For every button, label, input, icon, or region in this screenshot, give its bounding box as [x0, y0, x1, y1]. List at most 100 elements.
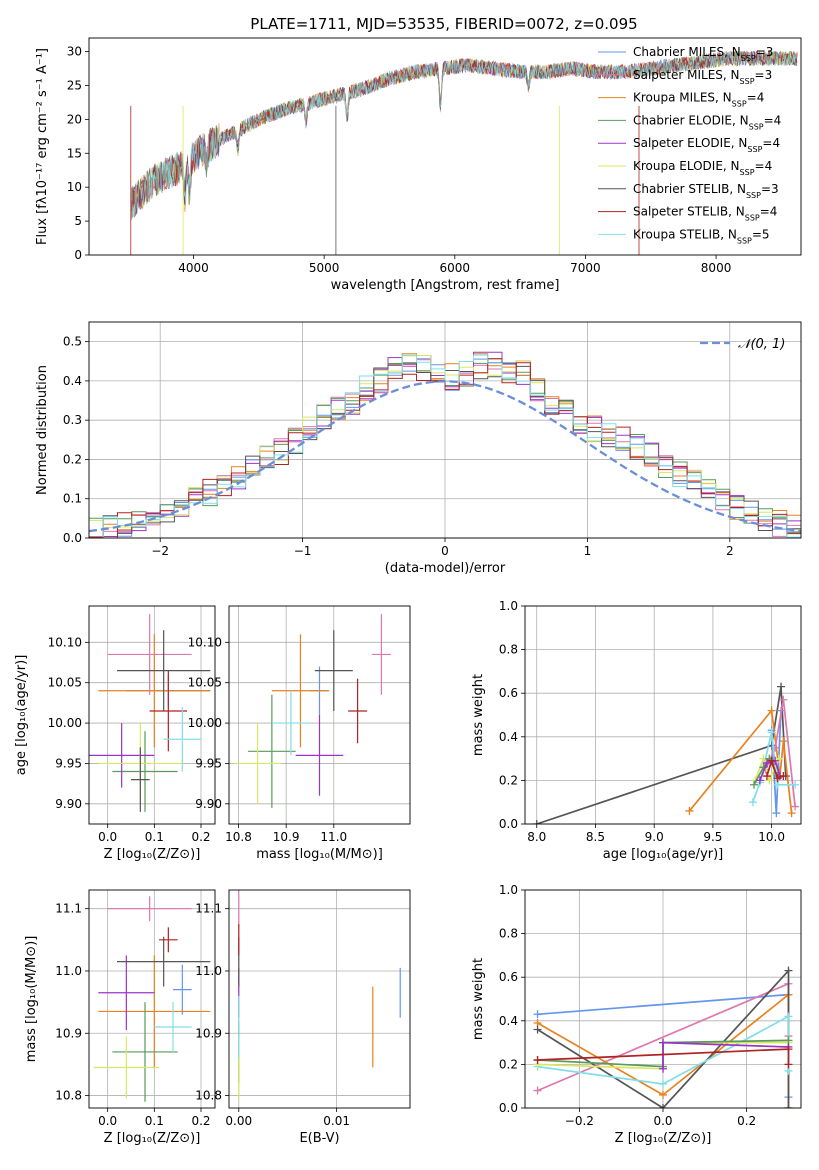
- weight-line-0: [536, 686, 787, 824]
- legend-label-sub: SSP: [732, 99, 747, 108]
- y-tick-label: 0.0: [499, 1101, 518, 1115]
- plus-marker: [659, 1090, 667, 1099]
- x-tick-label: 6000: [440, 261, 471, 275]
- legend-label-tail: =4: [760, 205, 778, 219]
- plot-area-age_vs_Z: [89, 614, 211, 812]
- legend-label-sub: SSP: [746, 190, 761, 199]
- legend-label-sub: SSP: [745, 213, 760, 222]
- axes-frame: [228, 605, 411, 825]
- legend-label-tail: =3: [756, 45, 774, 59]
- legend-label-6: Chabrier STELIB, NSSP=3: [633, 182, 779, 200]
- x-tick-label: 0.2: [737, 1114, 756, 1128]
- legend-label-0: Chabrier MILES, NSSP=3: [633, 45, 773, 63]
- plus-marker: [784, 1104, 793, 1108]
- y-tick-label: 0.8: [499, 643, 518, 657]
- axes-frame: [88, 605, 216, 825]
- x-axis-label: Z [log₁₀(Z/Z⊙)]: [615, 1131, 712, 1146]
- panel-massweight_vs_age: 8.0 8.5 9.0 9.5 10.0 0.0 0.2 0.4 0.6 0.8 1.0 age [l…: [471, 599, 802, 862]
- y-tick-label: 10.00: [188, 716, 222, 730]
- panel-spectrum: 4000 5000 6000 7000 8000 0 5 10 15 20 25 30 waveleng…: [35, 15, 802, 293]
- plot-area-residual_hist: [89, 351, 801, 538]
- histogram-7: [89, 358, 801, 538]
- x-tick-label: −0.2: [565, 1114, 594, 1128]
- errorbar-point-3: [112, 731, 178, 812]
- y-tick-label: 0.5: [63, 335, 82, 349]
- plus-marker: [762, 772, 771, 781]
- x-tick-label: 2: [726, 544, 734, 558]
- y-tick-label: 30: [67, 45, 82, 59]
- y-tick-label: 9.90: [55, 797, 82, 811]
- x-axis-label: Z [log₁₀(Z/Z⊙)]: [104, 1131, 201, 1146]
- legend-label-sub: SSP: [741, 54, 756, 63]
- plus-marker: [791, 802, 800, 811]
- y-axis-label: Flux [fλ10⁻¹⁷ erg cm⁻² s⁻¹ A⁻¹]: [35, 48, 50, 245]
- y-tick-label: 1.0: [499, 883, 518, 897]
- y-tick-label: 5: [74, 214, 82, 228]
- y-tick-label: 0.2: [499, 773, 518, 787]
- x-tick-label: −2: [151, 544, 169, 558]
- legend-label-tail: =4: [764, 113, 782, 127]
- plus-marker: [659, 1080, 667, 1089]
- errorbar-point-8: [271, 690, 310, 756]
- errorbar-point-7: [348, 678, 368, 744]
- axes-frame: [524, 605, 802, 825]
- plus-marker: [767, 706, 776, 715]
- errorbar-point-6: [117, 936, 211, 987]
- legend-label: 𝒩(0, 1): [738, 337, 785, 352]
- legend-label-main: Chabrier MILES, N: [633, 45, 741, 59]
- plus-marker: [779, 737, 788, 746]
- legend-label-sub: SSP: [740, 168, 755, 177]
- panel-age_vs_Z: 0.0 0.1 0.2 9.90 9.95 10.00 10.05 10.10 Z [log₁₀…: [14, 605, 216, 862]
- y-tick-label: 0.1: [63, 492, 82, 506]
- y-tick-label: 0.3: [63, 413, 82, 427]
- x-axis-label: (data-model)/error: [385, 561, 506, 576]
- y-tick-label: 10.10: [188, 635, 222, 649]
- legend-label-4: Salpeter ELODIE, NSSP=4: [633, 136, 780, 154]
- y-tick-label: 10.8: [195, 1089, 222, 1103]
- spectrum-line-8: [130, 50, 798, 217]
- plus-marker: [533, 1010, 542, 1019]
- x-tick-label: 0.01: [323, 1114, 350, 1128]
- y-axis-label: Normed distribution: [35, 365, 50, 495]
- x-tick-label: 0.0: [98, 1114, 117, 1128]
- legend-label-tail: =3: [755, 68, 773, 82]
- legend-label-sub: SSP: [737, 236, 752, 245]
- y-tick-label: 10.8: [55, 1089, 82, 1103]
- plus-marker: [765, 776, 774, 785]
- x-tick-label: 9.5: [703, 830, 722, 844]
- x-axis-label: E(B-V): [299, 1131, 339, 1146]
- weight-line-8: [766, 758, 784, 780]
- plus-marker: [755, 776, 764, 785]
- x-tick-label: 8.0: [527, 830, 546, 844]
- errorbar-point-4: [98, 955, 155, 1031]
- plus-marker: [532, 820, 541, 824]
- x-axis-label: age [log₁₀(age/yr)]: [603, 847, 724, 862]
- y-tick-label: 9.90: [195, 797, 222, 811]
- x-tick-label: 9.0: [645, 830, 664, 844]
- x-tick-label: 7000: [570, 261, 601, 275]
- plus-marker: [659, 1064, 667, 1073]
- y-tick-label: 11.1: [195, 902, 222, 916]
- y-tick-label: 1.0: [499, 599, 518, 613]
- y-tick-label: 10.00: [48, 716, 82, 730]
- y-tick-label: 0.6: [499, 970, 518, 984]
- x-axis-label: Z [log₁₀(Z/Z⊙)]: [104, 847, 201, 862]
- plus-marker: [777, 682, 786, 691]
- panel-age_vs_mass: 10.8 10.9 11.0 9.90 9.95 10.00 10.05 10.10 mass …: [188, 605, 411, 862]
- y-axis-label: mass weight: [471, 674, 486, 756]
- axes-frame: [524, 889, 802, 1109]
- y-axis-label: mass weight: [471, 958, 486, 1040]
- y-tick-label: 0.2: [63, 452, 82, 466]
- x-tick-label: 0.0: [98, 830, 117, 844]
- plot-area-massweight_vs_age: [532, 682, 800, 824]
- y-tick-label: 0: [74, 248, 82, 262]
- plus-marker: [779, 772, 788, 781]
- legend-label-main: Chabrier ELODIE, N: [633, 113, 749, 127]
- errorbar-point-3: [112, 1002, 178, 1102]
- errorbar-point-5: [93, 1036, 159, 1099]
- y-tick-label: 11.1: [55, 902, 82, 916]
- legend-label-main: Kroupa MILES, N: [633, 91, 732, 105]
- plot-area-mass_vs_EBV: [238, 890, 401, 1099]
